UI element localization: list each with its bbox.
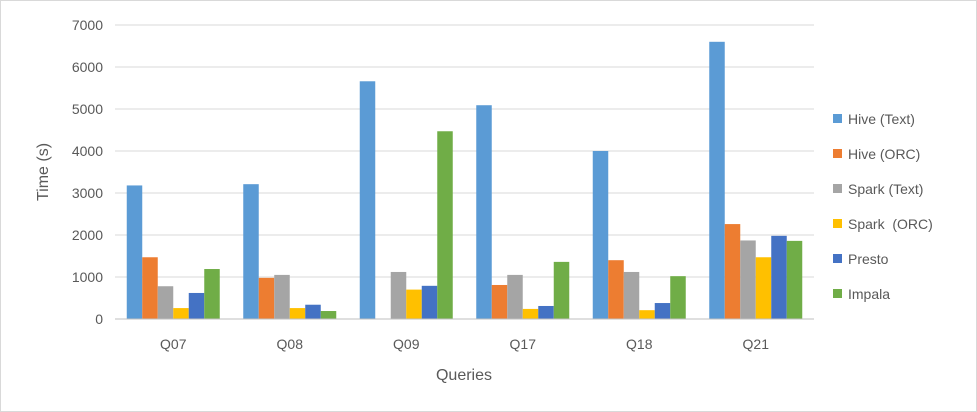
- legend-label: Hive (ORC): [848, 146, 920, 162]
- y-tick-label: 7000: [72, 17, 103, 33]
- bar: [289, 308, 306, 319]
- bar: [639, 310, 655, 319]
- bar: [491, 284, 508, 319]
- bar: [755, 257, 772, 319]
- legend-swatch: [833, 184, 842, 193]
- y-tick-label: 4000: [72, 143, 103, 159]
- bar: [274, 274, 290, 319]
- legend: Hive (Text) Hive (ORC) Spark (Text) Spark (…: [833, 111, 933, 302]
- y-tick-label: 5000: [72, 101, 103, 117]
- bar: [390, 271, 407, 319]
- bar: [522, 308, 539, 319]
- x-tick-label: Q07: [160, 336, 187, 352]
- x-axis: Q07 Q08 Q09 Q17 Q18 Q21: [115, 318, 814, 352]
- bar: [507, 274, 523, 319]
- legend-item: Spark (ORC): [833, 216, 933, 232]
- legend-item: Hive (Text): [833, 111, 915, 127]
- legend-label: Presto: [848, 251, 889, 267]
- legend-label: Spark (ORC): [848, 216, 933, 232]
- legend-swatch: [833, 289, 842, 298]
- bar: [320, 311, 337, 319]
- y-tick-label: 1000: [72, 269, 103, 285]
- bar: [654, 303, 671, 319]
- bar: [553, 261, 570, 319]
- legend-item: Presto: [833, 251, 889, 267]
- bar: [670, 276, 686, 319]
- y-tick-label: 2000: [72, 227, 103, 243]
- bar: [592, 151, 609, 319]
- bar: [243, 184, 259, 319]
- bar: [437, 131, 453, 319]
- bar: [709, 41, 725, 320]
- bar: [126, 185, 143, 319]
- bar: [538, 305, 554, 319]
- legend-label: Impala: [848, 286, 890, 302]
- x-tick-label: Q21: [743, 336, 770, 352]
- bar: [623, 271, 640, 319]
- legend-label: Spark (Text): [848, 181, 923, 197]
- bar: [608, 260, 624, 319]
- legend-item: Hive (ORC): [833, 146, 920, 162]
- legend-swatch: [833, 254, 842, 263]
- legend-item: Spark (Text): [833, 181, 923, 197]
- bar: [204, 269, 220, 319]
- bar: [724, 224, 741, 319]
- y-tick-label: 6000: [72, 59, 103, 75]
- bar: [359, 81, 376, 319]
- legend-swatch: [833, 219, 842, 228]
- x-tick-label: Q09: [393, 336, 420, 352]
- y-tick-label: 0: [95, 311, 103, 327]
- bar: [476, 105, 492, 319]
- gridlines: [115, 24, 814, 320]
- x-tick-label: Q17: [510, 336, 537, 352]
- bar: [258, 277, 275, 319]
- bar: [188, 292, 205, 319]
- bar: [421, 285, 438, 319]
- x-tick-label: Q18: [626, 336, 653, 352]
- y-tick-label: 3000: [72, 185, 103, 201]
- y-axis: 0 1000 2000 3000 4000 5000 6000 7000: [72, 17, 103, 327]
- bar: [406, 289, 422, 319]
- y-axis-title: Time (s): [35, 143, 52, 201]
- bar: [305, 304, 321, 319]
- bar: [771, 235, 787, 319]
- bars: [126, 41, 803, 320]
- legend-swatch: [833, 149, 842, 158]
- bar: [786, 240, 803, 319]
- x-tick-label: Q08: [277, 336, 304, 352]
- legend-item: Impala: [833, 286, 890, 302]
- bar: [142, 257, 158, 319]
- x-axis-title: Queries: [436, 367, 492, 384]
- bar: [740, 240, 756, 319]
- legend-label: Hive (Text): [848, 111, 915, 127]
- legend-swatch: [833, 114, 842, 123]
- bar: [157, 286, 174, 319]
- bar: [173, 308, 189, 319]
